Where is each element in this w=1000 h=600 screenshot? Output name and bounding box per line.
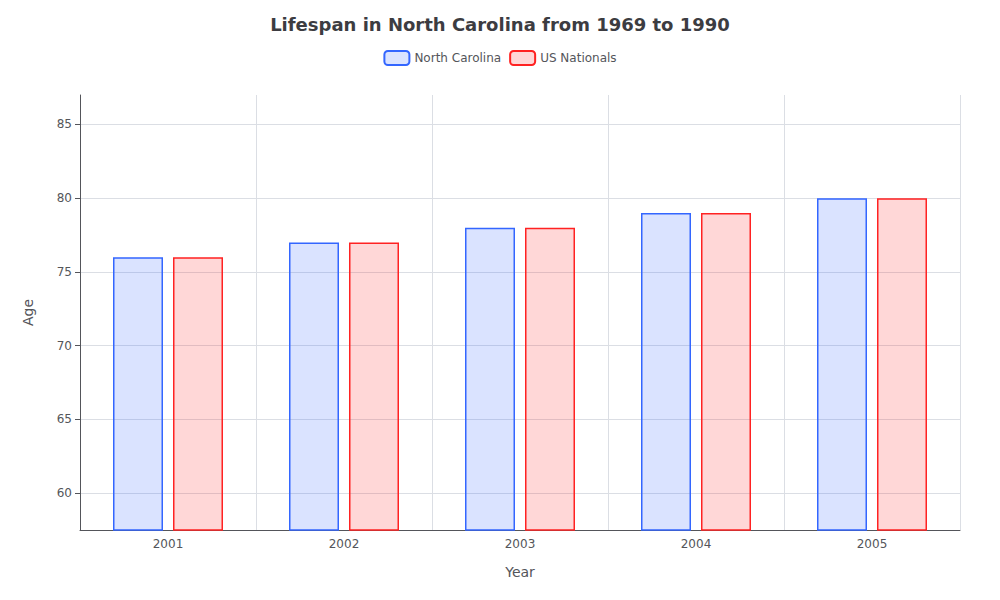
svg-text:2002: 2002: [329, 537, 360, 551]
svg-text:2005: 2005: [857, 537, 888, 551]
svg-text:85: 85: [57, 117, 72, 131]
svg-text:80: 80: [57, 191, 72, 205]
svg-text:70: 70: [57, 339, 72, 353]
svg-text:75: 75: [57, 265, 72, 279]
svg-text:Age: Age: [20, 299, 36, 326]
svg-text:2004: 2004: [681, 537, 712, 551]
svg-text:65: 65: [57, 412, 72, 426]
svg-text:North Carolina: North Carolina: [414, 51, 501, 65]
svg-text:2003: 2003: [505, 537, 536, 551]
svg-text:Year: Year: [504, 564, 535, 580]
svg-text:US Nationals: US Nationals: [540, 51, 616, 65]
svg-text:60: 60: [57, 486, 72, 500]
svg-text:Lifespan in North Carolina fro: Lifespan in North Carolina from 1969 to …: [270, 14, 730, 35]
svg-text:2001: 2001: [153, 537, 184, 551]
